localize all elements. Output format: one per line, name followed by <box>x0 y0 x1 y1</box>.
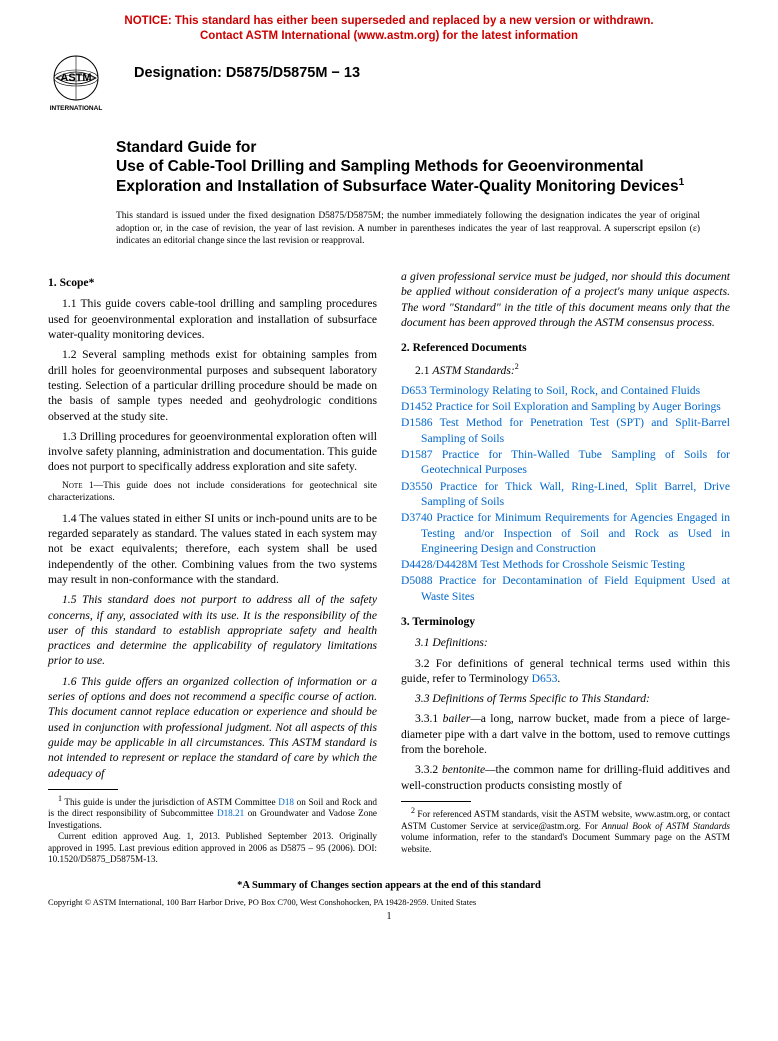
para-1-3: 1.3 Drilling procedures for geoenvironme… <box>48 429 377 475</box>
para-2-1: 2.1 ASTM Standards:2 <box>401 362 730 378</box>
ref-item: D1452 Practice for Soil Exploration and … <box>401 399 730 414</box>
designation-value: D5875/D5875M − 13 <box>226 65 360 81</box>
title-block: Standard Guide for Use of Cable-Tool Dri… <box>116 138 720 247</box>
ref-link-d4428-d4428m[interactable]: D4428/D4428M <box>401 558 478 571</box>
title-main: Use of Cable-Tool Drilling and Sampling … <box>116 157 720 196</box>
ref-link-d5088[interactable]: D5088 <box>401 574 433 587</box>
issuance-note: This standard is issued under the fixed … <box>116 210 700 247</box>
designation: Designation: D5875/D5875M − 13 <box>116 54 360 81</box>
page-number: 1 <box>48 911 730 922</box>
para-3-3: 3.3 Definitions of Terms Specific to Thi… <box>401 691 730 706</box>
ref-text[interactable]: Test Methods for Crosshole Seismic Testi… <box>478 558 685 571</box>
title-footnote-sup: 1 <box>679 177 685 188</box>
para-1-4: 1.4 The values stated in either SI units… <box>48 511 377 587</box>
title-prefix: Standard Guide for <box>116 138 720 157</box>
footnote-1: 1 This guide is under the jurisdiction o… <box>48 794 377 832</box>
ref-text[interactable]: Practice for Soil Exploration and Sampli… <box>433 400 721 413</box>
ref-item: D5088 Practice for Decontamination of Fi… <box>401 573 730 604</box>
ref-text[interactable]: Test Method for Penetration Test (SPT) a… <box>421 416 730 444</box>
left-column: 1. Scope* 1.1 This guide covers cable-to… <box>48 269 377 866</box>
note-1: Note 1—This guide does not include consi… <box>48 480 377 505</box>
summary-of-changes-note: *A Summary of Changes section appears at… <box>48 880 730 891</box>
ref-text[interactable]: Practice for Thick Wall, Ring-Lined, Spl… <box>421 480 730 508</box>
ref-item: D3550 Practice for Thick Wall, Ring-Line… <box>401 479 730 510</box>
section-3-head: 3. Terminology <box>401 614 730 629</box>
right-column: a given professional service must be jud… <box>401 269 730 866</box>
ref-link-d1452[interactable]: D1452 <box>401 400 433 413</box>
link-d18[interactable]: D18 <box>278 797 294 807</box>
document-page: NOTICE: This standard has either been su… <box>0 0 778 942</box>
para-1-1: 1.1 This guide covers cable-tool drillin… <box>48 296 377 342</box>
ref-text[interactable]: Terminology Relating to Soil, Rock, and … <box>427 384 700 397</box>
para-3-3-2: 3.3.2 bentonite—the common name for dril… <box>401 762 730 793</box>
header-row: ASTM INTERNATIONAL Designation: D5875/D5… <box>48 54 730 114</box>
svg-text:ASTM: ASTM <box>60 72 91 84</box>
two-column-body: 1. Scope* 1.1 This guide covers cable-to… <box>48 269 730 866</box>
ref-link-d1587[interactable]: D1587 <box>401 448 433 461</box>
astm-logo-icon: ASTM INTERNATIONAL <box>48 54 104 114</box>
section-2-head: 2. Referenced Documents <box>401 340 730 355</box>
ref-item: D653 Terminology Relating to Soil, Rock,… <box>401 383 730 398</box>
link-d653-inline[interactable]: D653 <box>532 672 558 685</box>
referenced-docs-list: D653 Terminology Relating to Soil, Rock,… <box>401 383 730 604</box>
svg-text:INTERNATIONAL: INTERNATIONAL <box>50 105 103 112</box>
ref-text[interactable]: Practice for Thin-Walled Tube Sampling o… <box>421 448 730 476</box>
ref-item: D4428/D4428M Test Methods for Crosshole … <box>401 557 730 572</box>
designation-marker-icon <box>116 62 134 80</box>
ref-link-d3740[interactable]: D3740 <box>401 511 433 524</box>
para-1-6-cont: a given professional service must be jud… <box>401 269 730 330</box>
ref-item: D1586 Test Method for Penetration Test (… <box>401 415 730 446</box>
ref-text[interactable]: Practice for Decontamination of Field Eq… <box>421 574 730 602</box>
notice-banner: NOTICE: This standard has either been su… <box>48 14 730 44</box>
footnote-rule-right <box>401 801 471 802</box>
para-1-5: 1.5 This standard does not purport to ad… <box>48 592 377 668</box>
ref-item: D3740 Practice for Minimum Requirements … <box>401 510 730 556</box>
para-3-3-1: 3.3.1 bailer—a long, narrow bucket, made… <box>401 711 730 757</box>
para-1-6: 1.6 This guide offers an organized colle… <box>48 674 377 781</box>
section-1-head: 1. Scope* <box>48 275 377 290</box>
link-d18-21[interactable]: D18.21 <box>217 808 244 818</box>
footnote-2: 2 For referenced ASTM standards, visit t… <box>401 806 730 855</box>
footnote-1b: Current edition approved Aug. 1, 2013. P… <box>48 831 377 866</box>
notice-line2: Contact ASTM International (www.astm.org… <box>200 30 578 42</box>
ref-link-d3550[interactable]: D3550 <box>401 480 433 493</box>
notice-line1: NOTICE: This standard has either been su… <box>124 15 653 27</box>
designation-label: Designation: <box>134 65 226 81</box>
ref-link-d653[interactable]: D653 <box>401 384 427 397</box>
para-1-2: 1.2 Several sampling methods exist for o… <box>48 347 377 423</box>
ref-link-d1586[interactable]: D1586 <box>401 416 433 429</box>
para-3-2: 3.2 For definitions of general technical… <box>401 656 730 687</box>
note-1-label: Note 1— <box>62 481 103 491</box>
ref-text[interactable]: Practice for Minimum Requirements for Ag… <box>421 511 730 555</box>
para-3-1: 3.1 Definitions: <box>401 635 730 650</box>
footnote-rule <box>48 789 118 790</box>
copyright-line: Copyright © ASTM International, 100 Barr… <box>48 897 730 907</box>
ref-item: D1587 Practice for Thin-Walled Tube Samp… <box>401 447 730 478</box>
